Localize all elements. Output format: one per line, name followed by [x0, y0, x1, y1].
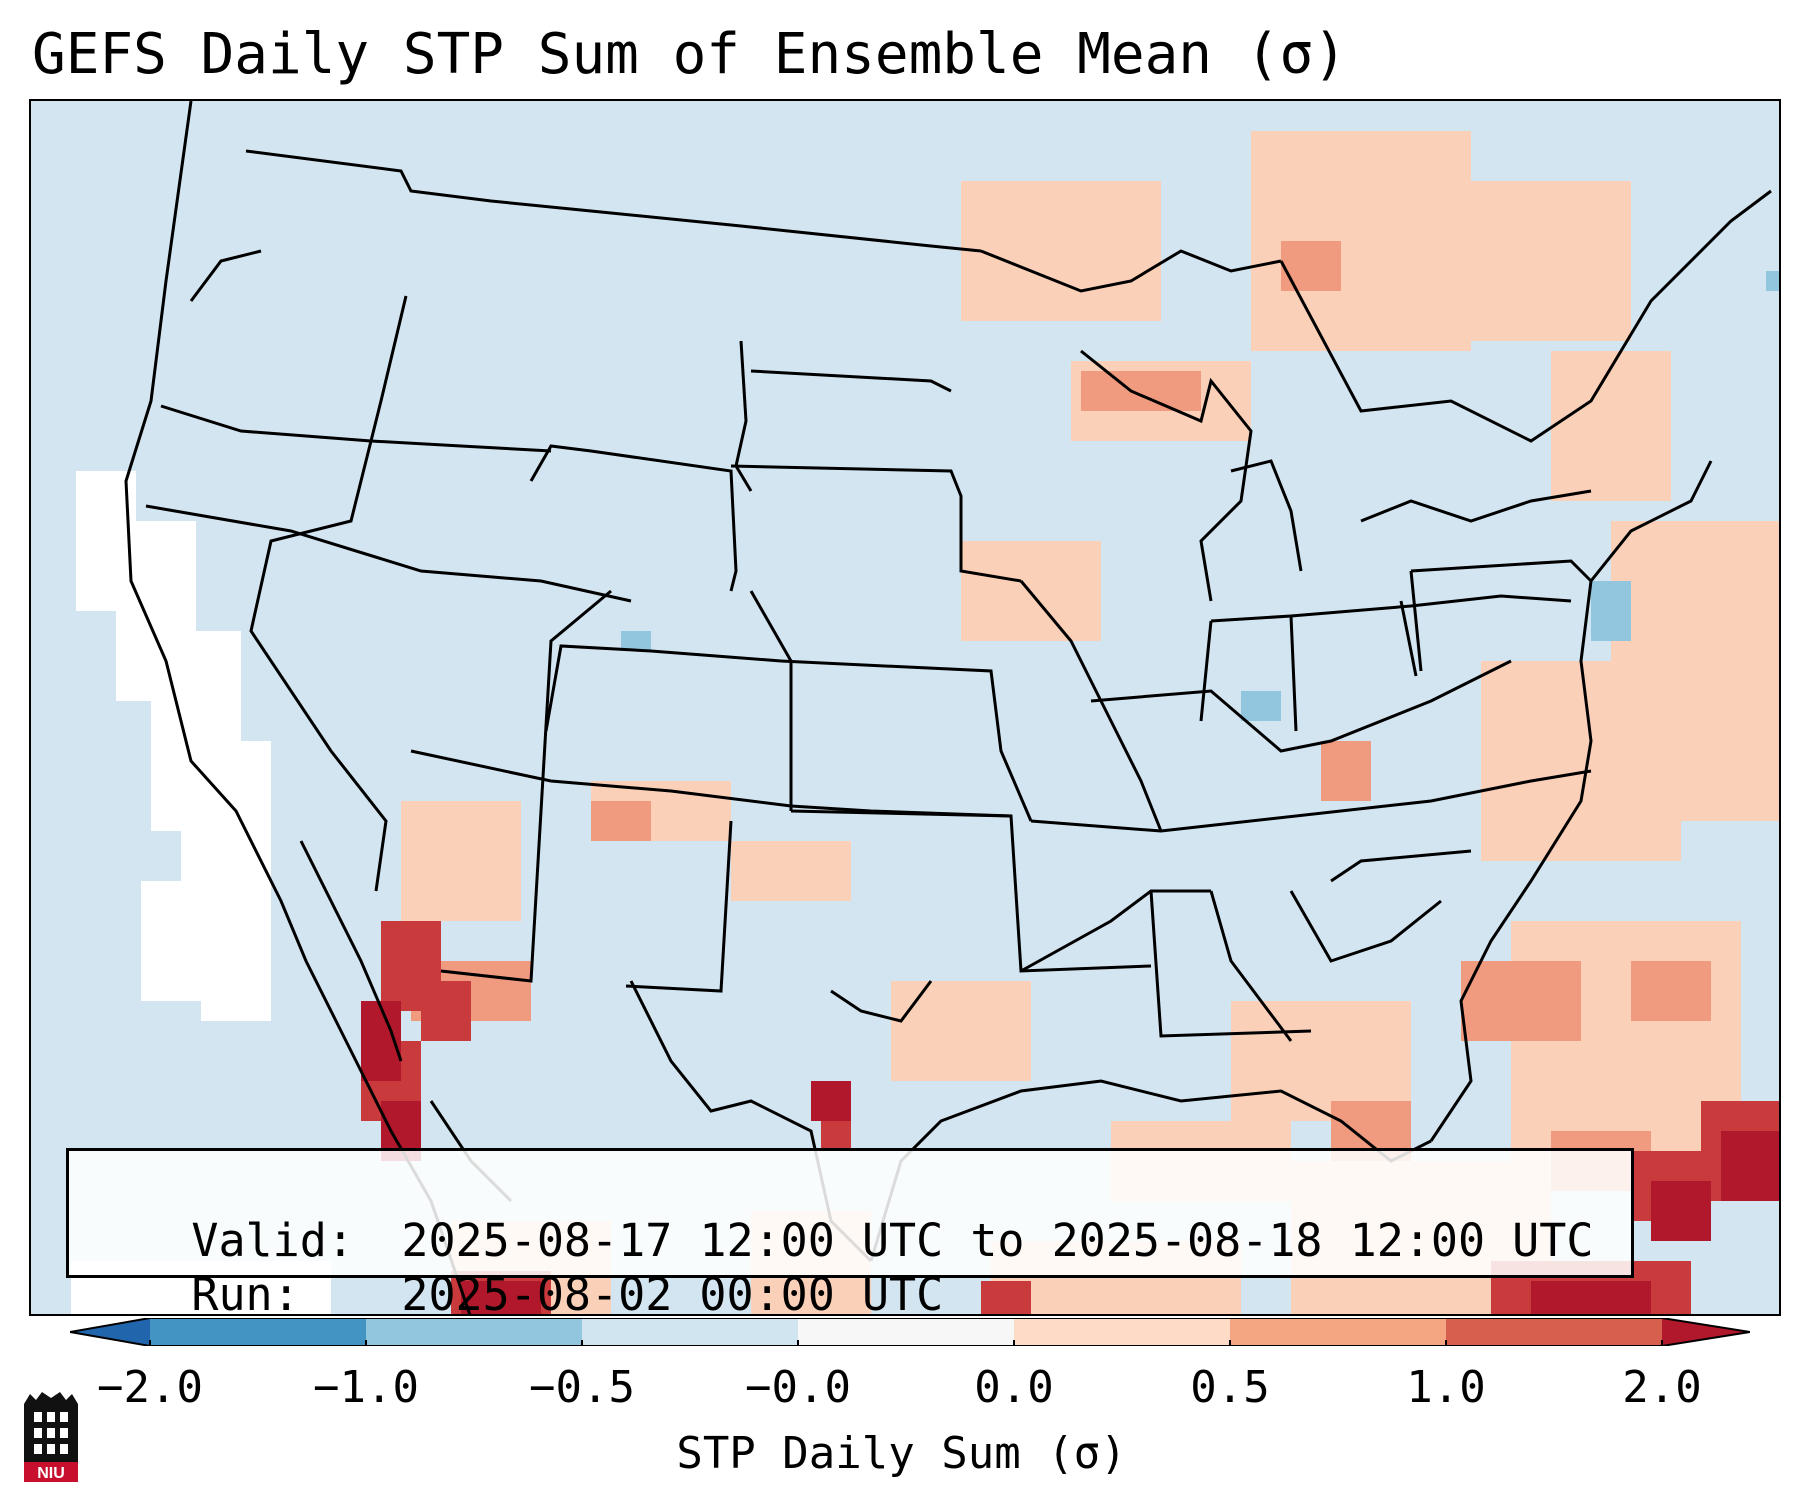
colorbar-label: STP Daily Sum (σ) — [676, 1428, 1127, 1479]
colorbar-segment — [582, 1318, 799, 1346]
colorbar-segment — [1014, 1318, 1231, 1346]
colorbar — [70, 1318, 1750, 1346]
colorbar-segment — [1446, 1318, 1663, 1346]
niu-logo: NIU — [24, 1392, 78, 1482]
colorbar-segment — [366, 1318, 583, 1346]
logo-text: NIU — [37, 1465, 65, 1482]
chart-title: GEFS Daily STP Sum of Ensemble Mean (σ) — [32, 22, 1347, 87]
colorbar-segment — [1230, 1318, 1447, 1346]
colorbar-tick-label: −2.0 — [97, 1362, 203, 1413]
colorbar-extension-low — [70, 1318, 150, 1346]
colorbar-tick-label: 2.0 — [1622, 1362, 1702, 1413]
valid-label: Valid: — [191, 1214, 354, 1267]
colorbar-tick-label: −0.0 — [745, 1362, 851, 1413]
valid-row: Valid: 2025-08-17 12:00 UTC to 2025-08-18… — [83, 1161, 1593, 1320]
run-row: Run: 2025-08-02 00:00 UTC — [83, 1215, 943, 1374]
run-label: Run: — [191, 1268, 300, 1321]
boundaries — [124, 101, 1772, 1314]
colorbar-tick-label: 1.0 — [1406, 1362, 1486, 1413]
colorbar-segment — [150, 1318, 367, 1346]
colorbar-tick-label: 0.5 — [1190, 1362, 1270, 1413]
valid-value: 2025-08-17 12:00 UTC to 2025-08-18 12:00… — [401, 1214, 1594, 1267]
near-zero-region — [71, 471, 331, 1314]
colorbar-tick-label: 0.0 — [974, 1362, 1054, 1413]
anomaly-cells — [361, 131, 1779, 1314]
colorbar-tick-label: −1.0 — [313, 1362, 419, 1413]
colorbar-extension-high — [1662, 1318, 1750, 1346]
run-value: 2025-08-02 00:00 UTC — [401, 1268, 944, 1321]
valid-time-box: Valid: 2025-08-17 12:00 UTC to 2025-08-18… — [66, 1148, 1634, 1321]
colorbar-segment — [798, 1318, 1015, 1346]
map-canvas — [71, 101, 1779, 1314]
colorbar-tick-label: −0.5 — [529, 1362, 635, 1413]
map-frame — [29, 99, 1781, 1316]
